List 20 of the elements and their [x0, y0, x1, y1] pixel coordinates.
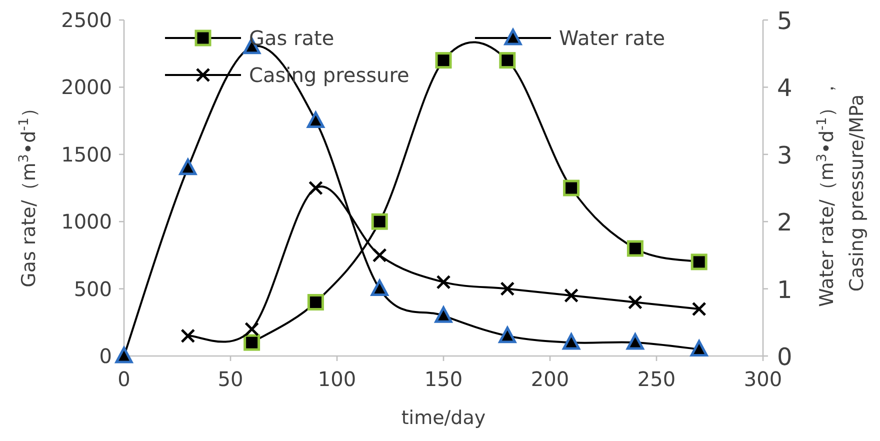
y-tick-label: 1000	[61, 210, 112, 234]
y2-tick-label: 3	[777, 141, 792, 170]
x-tick-label: 50	[218, 367, 244, 391]
y-tick-label: 2000	[61, 75, 112, 100]
x-tick-label: 0	[118, 367, 130, 391]
legend-label: Gas rate	[249, 26, 334, 50]
y2-tick-label: 5	[777, 7, 792, 35]
y-tick-label: 2500	[61, 8, 112, 32]
y-tick-label: 0	[99, 344, 112, 368]
x-tick-label: 100	[318, 367, 356, 391]
x-tick-label: 250	[637, 367, 676, 391]
y-tick-label: 1500	[61, 142, 112, 166]
y2-tick-label: 4	[777, 74, 792, 102]
x-tick-label: 200	[530, 367, 570, 391]
legend-label: Water rate	[559, 26, 666, 50]
y-tick-label: 500	[74, 276, 112, 301]
y2-tick-label: 1	[777, 276, 792, 304]
y2-tick-label: 2	[777, 208, 792, 237]
x-tick-label: 150	[424, 367, 463, 391]
x-axis-title: time/day	[401, 407, 486, 429]
